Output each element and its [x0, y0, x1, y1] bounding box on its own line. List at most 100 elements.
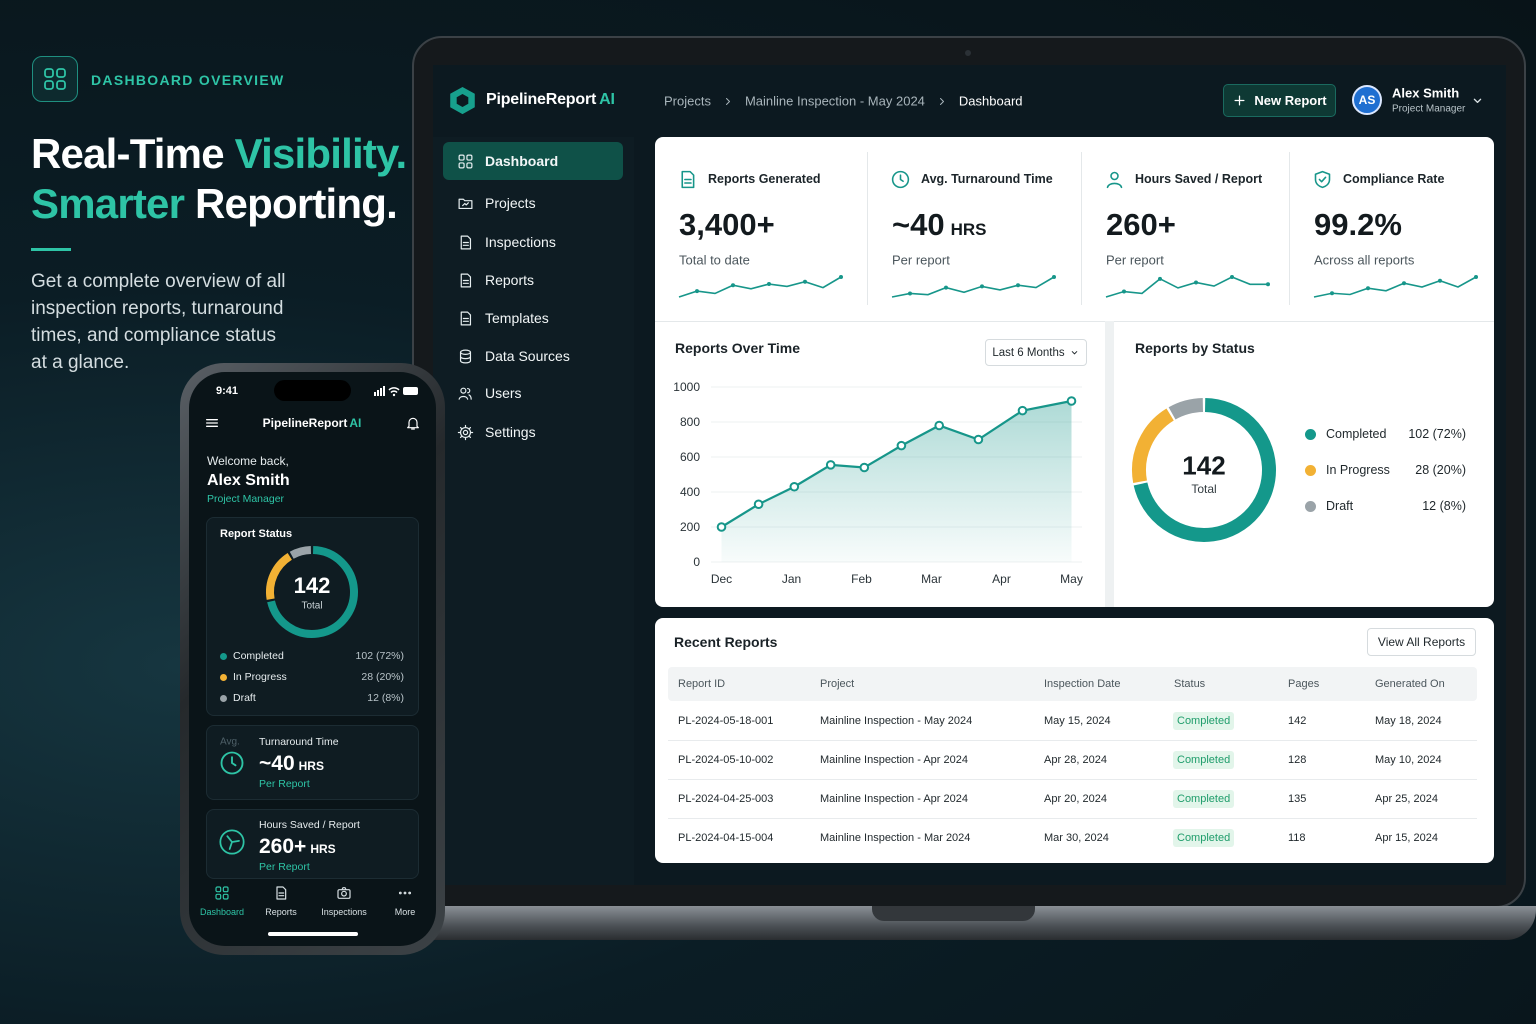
icon-shape — [215, 886, 229, 900]
sparkline-dot — [1016, 283, 1020, 288]
icon-shape — [466, 162, 473, 169]
card-unit: HRS — [298, 759, 324, 773]
icon-shape — [1110, 171, 1119, 181]
nav-item[interactable]: Users — [485, 385, 522, 401]
icon-shape — [457, 424, 474, 441]
icon-shape — [466, 154, 473, 161]
nav-item[interactable]: Settings — [485, 424, 536, 440]
sparkline-dot — [731, 283, 735, 288]
icon-shape — [462, 279, 469, 284]
x-tick-label: May — [1060, 572, 1083, 586]
sidebar — [433, 137, 634, 885]
breadcrumb: Projects Mainline Inspection - May 2024 Da… — [664, 94, 1023, 109]
tab-label[interactable]: More — [394, 907, 416, 917]
table-cell: Apr 28, 2024 — [1044, 754, 1107, 766]
icon-shape — [1318, 176, 1327, 183]
breadcrumb-item[interactable]: Projects — [664, 93, 711, 109]
table-cell: Mainline Inspection - Apr 2024 — [820, 793, 968, 805]
battery — [403, 387, 418, 395]
breadcrumb-item[interactable]: Dashboard — [958, 93, 1023, 109]
icon-shape — [459, 351, 472, 364]
nav-item[interactable]: Reports — [485, 272, 535, 288]
icon-shape — [462, 241, 469, 246]
sparkline-dot — [1052, 275, 1056, 279]
table-cell[interactable]: PL-2024-04-15-004 — [678, 832, 774, 844]
status-icons — [374, 386, 418, 397]
icon-shape — [1071, 351, 1077, 355]
column-header: Pages — [1288, 678, 1320, 690]
line-chart — [711, 386, 1082, 563]
divider — [655, 321, 1494, 322]
icon-shape — [1071, 351, 1077, 355]
table-cell[interactable]: PL-2024-05-18-001 — [678, 715, 774, 727]
donut-segment — [1132, 408, 1174, 484]
card-title: Report Status — [220, 528, 293, 540]
sparkline — [1105, 275, 1270, 298]
donut-total-label: Total — [301, 600, 323, 612]
table-cell[interactable]: PL-2024-05-10-002 — [678, 754, 774, 766]
tab-icon — [276, 886, 287, 900]
tab-label[interactable]: Dashboard — [199, 907, 245, 917]
kpi-icon — [891, 170, 910, 189]
plus-icon — [1234, 95, 1245, 106]
icon-shape — [458, 198, 473, 210]
sparkline-dot — [695, 289, 699, 294]
hero-underline — [31, 248, 71, 251]
icon-shape — [899, 174, 904, 183]
breadcrumb-item[interactable]: Mainline Inspection - May 2024 — [744, 93, 925, 109]
kpi-icon — [681, 170, 695, 189]
kpi-label: Avg. Turnaround Time — [921, 172, 1053, 186]
card-unit: HRS — [310, 842, 336, 856]
icon-shape — [403, 891, 407, 895]
view-all-button[interactable]: View All Reports — [1367, 628, 1476, 656]
donut-total: 142 — [1182, 450, 1226, 481]
legend-dot — [220, 673, 227, 681]
menu-icon — [206, 419, 218, 427]
nav-item[interactable]: Inspections — [485, 234, 556, 250]
status-badge: Completed — [1173, 751, 1235, 769]
table-cell: 118 — [1288, 832, 1306, 844]
icon-shape — [450, 86, 475, 115]
user-menu-chevron — [1473, 98, 1482, 103]
tab-label[interactable]: Inspections — [321, 907, 367, 917]
nav-item[interactable]: Data Sources — [485, 348, 570, 364]
phone-card — [206, 725, 419, 800]
kpi-label: Hours Saved / Report — [1135, 172, 1263, 186]
legend-label: Draft — [1326, 499, 1354, 513]
sparkline-dot — [980, 284, 984, 289]
icon-shape — [460, 311, 472, 326]
donut-total-label: Total — [1191, 482, 1217, 496]
nav-item[interactable]: Dashboard — [485, 153, 559, 169]
table-cell: May 18, 2024 — [1375, 715, 1442, 727]
icon-shape — [460, 235, 472, 250]
badge-icon — [32, 56, 78, 102]
sparkline-line — [891, 276, 1055, 298]
icon-shape — [1473, 98, 1482, 103]
column-header: Project — [820, 678, 855, 690]
kpi-value: 99.2% — [1314, 207, 1402, 243]
kpi-label: Reports Generated — [708, 172, 821, 186]
new-report-button[interactable]: New Report — [1223, 84, 1336, 117]
sparkline-dot — [1122, 289, 1126, 294]
icon-shape — [215, 893, 222, 900]
donut-segment — [1168, 398, 1204, 420]
tab-label[interactable]: Reports — [265, 907, 297, 917]
table-cell[interactable]: PL-2024-04-25-003 — [678, 793, 774, 805]
range-select[interactable]: Last 6 Months — [985, 339, 1087, 366]
donut-total: 142 — [293, 573, 331, 598]
x-tick-label: Dec — [710, 572, 733, 586]
nav-item[interactable]: Projects — [485, 195, 536, 211]
phone-time: 9:41 — [215, 385, 239, 397]
phone-card — [206, 809, 419, 879]
icon-shape — [458, 387, 472, 400]
kpi-unit: HRS — [950, 220, 987, 239]
chart-title: Reports Over Time — [675, 340, 801, 356]
nav-item[interactable]: Templates — [485, 310, 549, 326]
sparkline-dot — [944, 285, 948, 290]
icon-shape — [456, 94, 469, 107]
avatar[interactable]: AS — [1352, 85, 1382, 115]
x-tick-label: Mar — [921, 572, 942, 586]
point — [934, 420, 945, 431]
phone-user-name: Alex Smith — [207, 472, 290, 489]
